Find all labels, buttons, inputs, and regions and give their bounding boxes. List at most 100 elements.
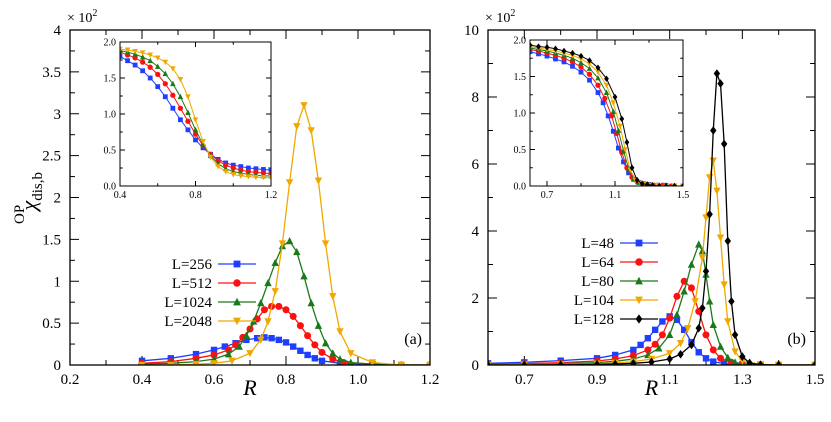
data-point: [691, 298, 699, 306]
data-point: [706, 209, 713, 219]
data-point: [318, 348, 326, 356]
data-point: [724, 236, 731, 246]
data-point: [666, 354, 673, 364]
data-point: [630, 346, 637, 354]
data-point: [665, 330, 674, 339]
inset-data-point: [154, 55, 161, 61]
legend-marker: [635, 296, 643, 305]
legend-marker: [635, 239, 643, 247]
data-point: [717, 354, 725, 362]
inset-data-point: [595, 64, 601, 71]
data-point: [221, 343, 228, 350]
data-point: [293, 247, 301, 256]
data-point: [243, 336, 250, 344]
legend-label: L=512: [172, 276, 212, 292]
legend-label: L=80: [581, 274, 614, 290]
inset-data-point: [223, 162, 229, 168]
inset-data-point: [185, 109, 191, 115]
inset-data-point: [200, 138, 206, 145]
data-point: [651, 326, 659, 334]
inset-data-point: [170, 105, 176, 111]
inset-data-point: [586, 71, 593, 77]
inset-data-point: [578, 52, 584, 60]
legend-label: L=1024: [164, 295, 212, 311]
inset-data-point: [147, 57, 153, 64]
inset-data-point: [595, 90, 601, 95]
data-point: [336, 360, 344, 365]
panel-tag: (b): [787, 331, 806, 348]
inset-data-point: [595, 82, 601, 88]
inset-data-point: [634, 176, 640, 184]
data-point: [738, 357, 747, 365]
inset-data-point: [177, 77, 184, 83]
data-point: [224, 350, 233, 358]
legend-marker: [233, 260, 241, 268]
inset-data-point: [603, 82, 610, 89]
legend-label: L=48: [581, 236, 614, 252]
legend-label: L=128: [574, 312, 614, 328]
data-point: [673, 292, 681, 300]
data-point: [676, 340, 685, 348]
data-point: [300, 272, 308, 280]
inset-data-point: [192, 126, 199, 133]
y-tick-label: 10: [464, 23, 479, 39]
y-tick-label: 4: [54, 23, 62, 39]
data-point: [271, 258, 279, 267]
data-point: [739, 352, 746, 361]
inset-data-point: [154, 63, 161, 69]
inset-data-point: [595, 74, 601, 81]
data-point: [687, 284, 695, 292]
multiplier-label: × 102: [67, 8, 97, 26]
data-point: [235, 342, 243, 350]
y-tick-label: 1: [54, 274, 62, 290]
data-point: [611, 351, 619, 359]
y-axis-label-superscript: OP: [12, 205, 28, 224]
inset-data-point: [608, 113, 615, 119]
data-point: [228, 357, 236, 365]
inset-data-point: [268, 174, 271, 181]
data-point: [651, 340, 659, 348]
inset-data-point: [610, 108, 617, 114]
x-tick-label: 1.2: [421, 372, 440, 388]
inset-data-point: [603, 89, 610, 95]
x-axis-label: R: [242, 375, 257, 400]
data-point: [307, 299, 315, 307]
inset-data-point: [177, 93, 184, 100]
data-point: [724, 353, 732, 361]
y-tick-label: 1.5: [42, 232, 61, 248]
inset-y-tick-label: 1.0: [514, 109, 527, 120]
data-point: [282, 306, 290, 314]
legend-marker: [233, 317, 241, 326]
inset-data-point: [672, 182, 677, 186]
data-point: [368, 359, 377, 365]
inset-data-point: [185, 94, 191, 100]
data-point: [261, 334, 268, 341]
y-tick-label: 0: [472, 358, 480, 374]
inset-data-point: [132, 62, 138, 68]
data-point: [321, 339, 330, 347]
inset-y-tick-label: 0.0: [514, 182, 527, 193]
inset-data-point: [162, 70, 169, 77]
data-point: [347, 358, 355, 365]
inset-data-point: [644, 181, 650, 186]
inset-data-point: [245, 174, 252, 180]
inset-data-point: [536, 43, 541, 50]
inset-data-point: [586, 65, 593, 71]
data-point: [644, 335, 652, 342]
inset-data-point: [620, 147, 627, 154]
data-point: [224, 346, 232, 354]
inset-y-tick-label: 2.0: [514, 36, 527, 47]
data-point: [757, 360, 764, 365]
inset-data-point: [120, 46, 123, 53]
y-tick-label: 3.5: [42, 65, 61, 81]
inset-data-point: [578, 59, 584, 66]
inset-data-point: [162, 94, 168, 100]
y-tick-label: 2: [54, 191, 62, 207]
data-point: [329, 355, 337, 363]
data-point: [673, 310, 681, 318]
data-point: [731, 348, 739, 356]
data-point: [264, 318, 272, 326]
inset-data-point: [561, 47, 567, 55]
inset-data-point: [139, 54, 146, 60]
